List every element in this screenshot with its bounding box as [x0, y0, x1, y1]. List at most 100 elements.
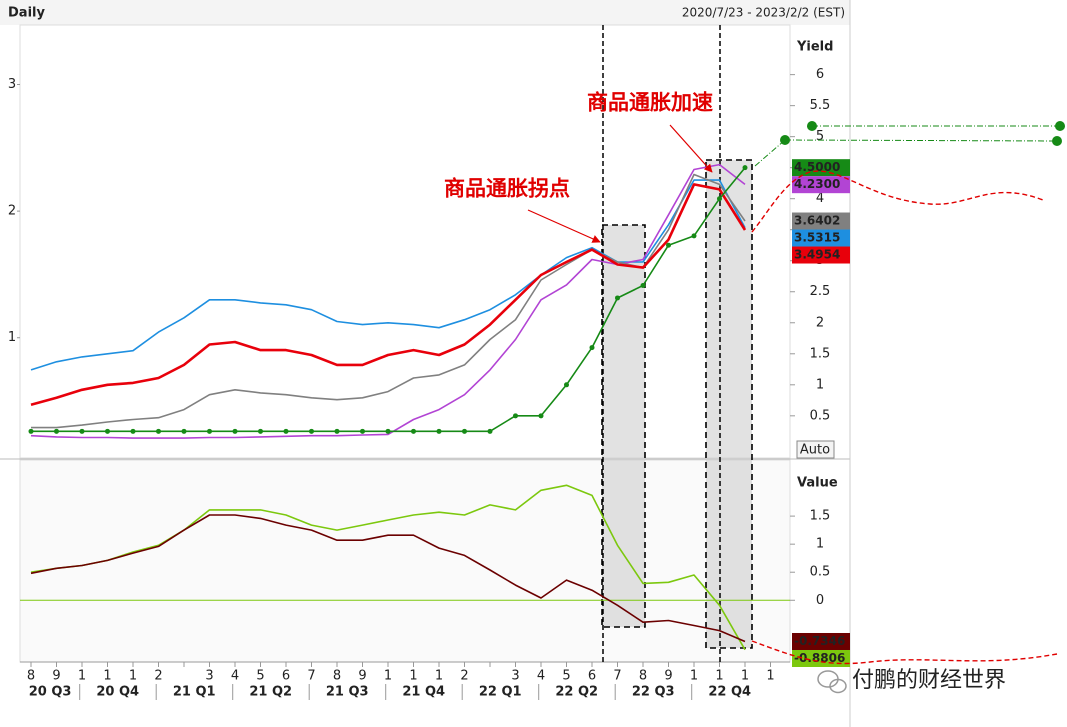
x-tick-label: 1: [78, 669, 86, 684]
series-line: [30, 183, 747, 406]
point: [309, 428, 314, 434]
value-tag: [792, 649, 850, 667]
x-tick-label: 6: [588, 669, 596, 684]
x-tick-label: 2: [460, 669, 468, 684]
value-tag: [792, 159, 850, 177]
watermark: 付鹏的财经世界: [852, 668, 1006, 693]
value-tag-label: -0.8806: [794, 651, 845, 665]
y-tick-label: 0.5: [810, 565, 831, 580]
point: [156, 428, 161, 434]
point: [666, 242, 671, 248]
title: Daily: [8, 6, 45, 21]
x-tick-label: 1: [741, 669, 749, 684]
point: [105, 428, 110, 434]
value-tag: [792, 212, 850, 230]
quarter-label: 22 Q1: [479, 685, 522, 700]
point: [564, 382, 569, 388]
forecast-dots: [780, 121, 1065, 146]
lower-plot: [19, 459, 791, 663]
x-tick-label: 8: [333, 669, 341, 684]
y-tick-label: 5: [816, 129, 824, 144]
upper-plot: [19, 24, 791, 459]
y-axis-label: Value: [797, 476, 838, 491]
auto-button-frame[interactable]: [796, 440, 835, 459]
y2-tick-label: 3: [8, 77, 16, 92]
x-tick-label: 1: [715, 669, 723, 684]
point: [513, 413, 518, 419]
date-range: 2020/7/23 - 2023/2/2 (EST): [682, 6, 845, 20]
point: [742, 165, 748, 171]
x-tick-label: 3: [511, 669, 519, 684]
value-tag-label: 3.5315: [794, 231, 840, 245]
y-tick-label: 1: [816, 377, 824, 392]
quarter-label: 20 Q3: [29, 685, 72, 700]
y2-tick-label: 2: [8, 204, 16, 219]
value-tag-label: 3.6402: [794, 214, 840, 228]
point: [54, 428, 59, 434]
x-tick-label: 9: [52, 669, 60, 684]
quarter-label: 21 Q1: [173, 685, 216, 700]
series-line: [30, 484, 746, 651]
quarter-label: 21 Q3: [326, 685, 369, 700]
x-tick-label: 1: [766, 669, 774, 684]
y-axis-label: Yield: [796, 40, 833, 55]
series-line: [30, 514, 746, 643]
annotation: 商品通胀拐点: [444, 176, 570, 201]
auto-button[interactable]: Auto: [796, 440, 835, 459]
highlight-box: [705, 159, 753, 649]
point: [436, 428, 442, 434]
auto-button-text[interactable]: Auto: [800, 443, 830, 458]
highlight-box: [601, 224, 646, 628]
y-tick-label: 4: [816, 191, 824, 206]
x-tick-label: 6: [282, 669, 290, 684]
y-tick-label: 2.5: [810, 284, 831, 299]
y-tick-label: 1: [816, 537, 824, 552]
x-tick-label: 1: [435, 669, 443, 684]
value-tag: [792, 176, 850, 194]
y-tick-label: 1.5: [810, 509, 831, 524]
point: [411, 428, 416, 434]
point: [538, 413, 544, 419]
point: [28, 428, 34, 434]
y-tick-label: 0.5: [810, 408, 831, 423]
point: [360, 428, 365, 434]
x-tick-label: 4: [537, 669, 545, 684]
point: [691, 233, 697, 239]
annotation: 商品通胀加速: [587, 90, 713, 115]
forecast-curve: [751, 170, 1044, 233]
quarter-label: 22 Q4: [708, 685, 751, 700]
x-tick-label: 9: [358, 669, 366, 684]
series-line: [31, 173, 746, 429]
annotation-arrow: [527, 209, 601, 243]
series-line: [30, 163, 746, 439]
point: [589, 345, 595, 351]
x-tick-label: 5: [562, 669, 570, 684]
x-tick-label: 1: [384, 669, 392, 684]
point: [640, 283, 646, 289]
header-bar: [0, 0, 850, 25]
point: [334, 428, 340, 434]
point: [283, 428, 289, 434]
y-tick-label: 5.5: [810, 98, 831, 113]
y-tick-label: 0: [816, 593, 824, 608]
point: [487, 428, 493, 434]
point: [615, 295, 620, 301]
point: [79, 428, 85, 434]
value-tag-label: -0.7346: [794, 634, 845, 648]
quarter-label: 20 Q4: [96, 685, 139, 700]
forecast-line: [754, 125, 1060, 167]
point: [258, 428, 263, 434]
value-tag: [792, 632, 850, 650]
y-tick-label: 1.5: [810, 346, 831, 361]
series-line: [30, 179, 746, 371]
point: [462, 428, 467, 434]
x-tick-label: 7: [613, 669, 621, 684]
y-tick-label: 6: [816, 67, 824, 82]
point: [181, 428, 187, 434]
value-tag-label: 4.5000: [794, 160, 840, 174]
x-tick-label: 1: [129, 669, 137, 684]
y-tick-label: 2: [816, 315, 824, 330]
quarter-label: 21 Q2: [249, 685, 292, 700]
watermark-icon: [817, 670, 847, 694]
